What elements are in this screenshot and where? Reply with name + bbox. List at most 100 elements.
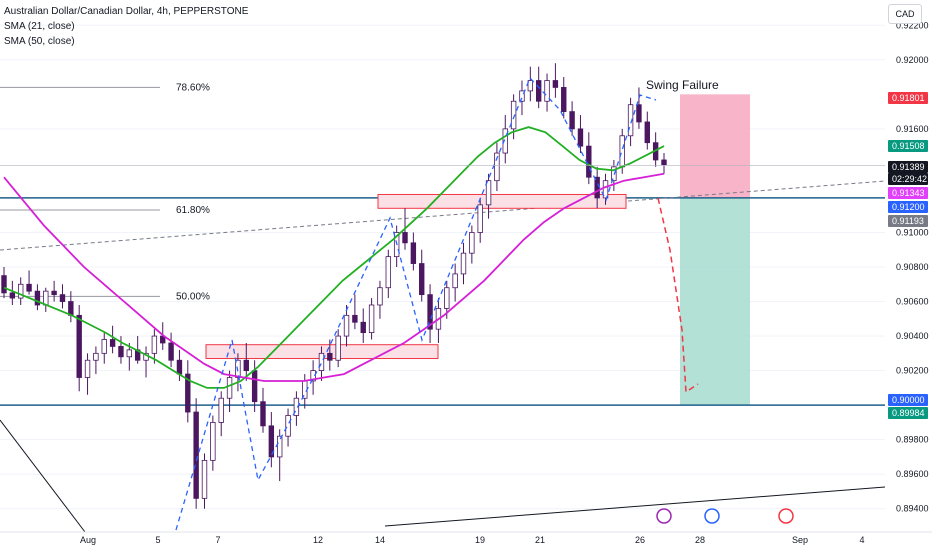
y-tick-label: 0.90600 bbox=[896, 297, 929, 307]
candle-body bbox=[636, 104, 642, 123]
candle bbox=[519, 80, 525, 116]
candle-body bbox=[535, 80, 542, 102]
candle-body bbox=[644, 121, 650, 144]
candle-body bbox=[343, 314, 350, 337]
flag-au-icon bbox=[704, 508, 720, 524]
price-tag-value: 0.91801 bbox=[892, 93, 925, 103]
x-tick-label: 14 bbox=[375, 535, 385, 545]
candle bbox=[168, 332, 174, 368]
candle bbox=[577, 115, 584, 154]
candle-body bbox=[619, 135, 625, 168]
candle-body bbox=[627, 104, 634, 137]
flag-ca-icon bbox=[778, 508, 794, 524]
candle-body bbox=[43, 290, 49, 306]
price-tag: 0.91801 bbox=[888, 92, 928, 104]
candle bbox=[586, 132, 592, 185]
x-tick-label: Sep bbox=[792, 535, 808, 545]
candle-body bbox=[527, 80, 534, 92]
candle bbox=[34, 284, 41, 311]
sma21-line bbox=[3, 126, 665, 389]
candle bbox=[276, 429, 283, 482]
fib-label: 61.80% bbox=[176, 205, 210, 216]
candle bbox=[335, 329, 341, 368]
candle bbox=[385, 249, 392, 299]
candle-body bbox=[402, 232, 408, 244]
candle-body bbox=[101, 339, 107, 354]
x-tick-label: 5 bbox=[155, 535, 160, 545]
price-tag-value: 0.90000 bbox=[892, 395, 925, 405]
forecast-path-dashed bbox=[657, 197, 699, 394]
candle bbox=[343, 304, 350, 347]
trend-line-dashed bbox=[0, 180, 886, 251]
price-tag: 0.90000 bbox=[888, 394, 928, 406]
price-tag-bg bbox=[888, 201, 928, 213]
candle bbox=[193, 398, 199, 509]
price-tag-bg bbox=[888, 215, 928, 227]
candle-body bbox=[109, 339, 116, 347]
price-tag-value: 0.91389 bbox=[892, 162, 925, 172]
legend-sma50: SMA (50, close) bbox=[4, 36, 75, 47]
target-zone bbox=[680, 197, 750, 406]
candle-body bbox=[310, 370, 316, 382]
candle bbox=[143, 346, 149, 378]
trend-line-lower bbox=[384, 486, 886, 527]
candle bbox=[627, 97, 634, 147]
y-tick-label: 0.91000 bbox=[896, 227, 929, 237]
sma50-line bbox=[3, 172, 665, 382]
price-tag: 0.89984 bbox=[888, 407, 928, 419]
candle-body bbox=[569, 111, 575, 130]
candle-body bbox=[552, 80, 559, 88]
y-axis: 0.92200 0.92000 0.91600 0.91000 0.90800 0.906… bbox=[896, 20, 929, 513]
price-tag-bg bbox=[888, 394, 928, 406]
candle-body bbox=[368, 304, 375, 334]
candle bbox=[1, 267, 7, 299]
price-tag-value: 02:29:42 bbox=[892, 174, 927, 184]
candles bbox=[1, 63, 667, 509]
x-tick-label: Aug bbox=[80, 535, 96, 545]
price-tag: 0.91193 bbox=[888, 215, 928, 227]
candle-body bbox=[201, 459, 208, 499]
y-tick-label: 0.92200 bbox=[896, 20, 929, 30]
swing-path-dashed bbox=[175, 76, 657, 531]
candle-body bbox=[210, 421, 216, 461]
candle bbox=[51, 280, 57, 302]
candle bbox=[502, 115, 508, 164]
legend-symbol: Australian Dollar/Canadian Dollar, 4h, P… bbox=[4, 6, 249, 17]
candle bbox=[185, 360, 191, 423]
candle-body bbox=[276, 435, 283, 458]
candle-body bbox=[444, 287, 450, 309]
price-tag: 0.91200 bbox=[888, 201, 928, 213]
candle bbox=[352, 294, 358, 330]
candle-body bbox=[477, 204, 483, 233]
candle bbox=[260, 387, 266, 433]
candle bbox=[210, 415, 216, 471]
candle bbox=[544, 73, 550, 112]
candle-body bbox=[460, 252, 467, 275]
candle bbox=[569, 101, 575, 136]
y-tick-label: 0.89400 bbox=[896, 504, 929, 514]
price-tag-bg bbox=[888, 187, 928, 199]
candle-body bbox=[51, 290, 57, 296]
x-tick-label: 7 bbox=[215, 535, 220, 545]
candle bbox=[59, 284, 66, 309]
grid-lines bbox=[0, 24, 885, 510]
y-tick-label: 0.91600 bbox=[896, 124, 929, 134]
candle-body bbox=[594, 176, 600, 199]
candle-body bbox=[251, 370, 258, 403]
candle-body bbox=[352, 314, 358, 323]
fib-label: 50.00% bbox=[176, 291, 210, 302]
x-tick-label: 4 bbox=[859, 535, 864, 545]
candle bbox=[243, 342, 249, 381]
price-tag-bg bbox=[888, 173, 928, 185]
candle bbox=[43, 287, 49, 312]
candle bbox=[636, 87, 642, 129]
candle-body bbox=[293, 397, 300, 416]
candle bbox=[327, 339, 333, 371]
candle-body bbox=[126, 349, 133, 358]
candle bbox=[477, 197, 483, 243]
x-axis: Aug 5 7 12 14 19 21 26 28 Sep 4 bbox=[80, 535, 865, 545]
candle-body bbox=[68, 301, 74, 316]
candle-body bbox=[410, 242, 417, 264]
currency-badge[interactable]: CAD bbox=[888, 4, 922, 24]
